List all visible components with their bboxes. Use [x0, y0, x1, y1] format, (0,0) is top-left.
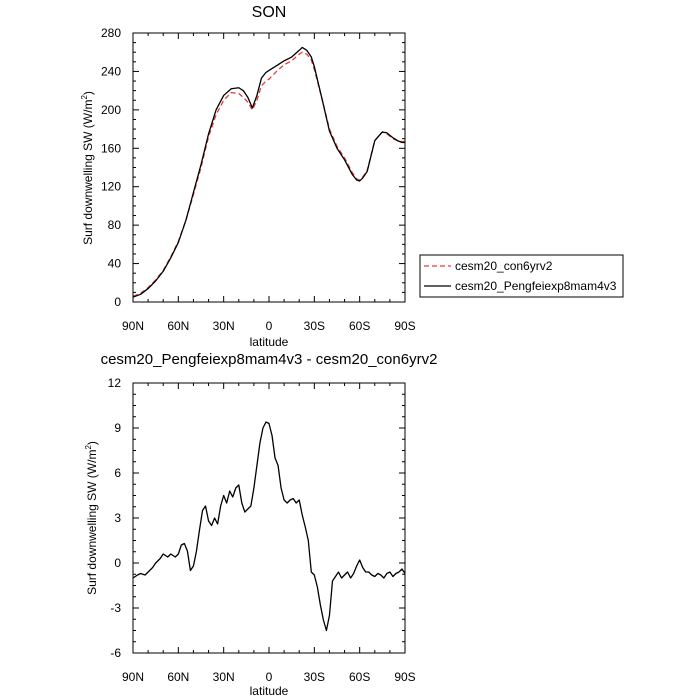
bottom-y-tick-label: -6: [110, 646, 121, 660]
top-x-tick-label: 90S: [394, 319, 415, 333]
top-y-tick-label: 200: [101, 103, 121, 117]
top-chart-xlabel: latitude: [250, 335, 289, 349]
bottom-x-tick-label: 90N: [122, 670, 144, 684]
top-plot-frame: [132, 32, 406, 303]
top-x-tick-label: 90N: [122, 319, 144, 333]
top-chart-title: SON: [252, 4, 287, 21]
bottom-chart-title: cesm20_Pengfeiexp8mam4v3 - cesm20_con6yr…: [101, 351, 438, 368]
top-series-line-0: [132, 51, 405, 297]
top-x-tick-label: 60N: [167, 319, 189, 333]
bottom-y-tick-label: -3: [110, 601, 121, 615]
legend-label-con6yrv2: cesm20_con6yrv2: [455, 259, 553, 273]
top-x-tick-label: 30N: [213, 319, 235, 333]
bottom-y-tick-label: 12: [108, 376, 122, 390]
top-series-line-1: [132, 46, 405, 298]
top-y-tick-label: 240: [101, 64, 121, 78]
bottom-y-tick-label: 9: [114, 421, 121, 435]
bottom-chart-ylabel: Surf downwelling SW (W/m2): [84, 441, 99, 595]
bottom-y-tick-label: 3: [114, 511, 121, 525]
bottom-x-tick-label: 30S: [304, 670, 325, 684]
bottom-chart-xlabel: latitude: [250, 684, 289, 698]
bottom-series-line-0: [132, 421, 406, 632]
top-chart-legend: cesm20_con6yrv2 cesm20_Pengfeiexp8mam4v3: [419, 254, 624, 298]
top-x-tick-label: 0: [266, 319, 273, 333]
top-y-tick-label: 120: [101, 180, 121, 194]
top-y-tick-label: 80: [108, 218, 122, 232]
bottom-y-tick-label: 6: [114, 466, 121, 480]
bottom-y-tick-label: 0: [114, 556, 121, 570]
bottom-x-tick-label: 0: [266, 670, 273, 684]
legend-box: [419, 254, 624, 298]
top-y-tick-label: 280: [101, 26, 121, 40]
top-y-tick-label: 40: [108, 257, 122, 271]
top-x-tick-label: 30S: [304, 319, 325, 333]
top-y-tick-label: 0: [114, 295, 121, 309]
bottom-x-tick-label: 60S: [349, 670, 370, 684]
bottom-x-tick-label: 90S: [394, 670, 415, 684]
top-y-tick-label: 160: [101, 141, 121, 155]
legend-label-pengfei: cesm20_Pengfeiexp8mam4v3: [455, 279, 617, 293]
top-x-tick-label: 60S: [349, 319, 370, 333]
bottom-x-tick-label: 60N: [167, 670, 189, 684]
top-chart-ylabel: Surf downwelling SW (W/m2): [80, 91, 95, 245]
bottom-x-tick-label: 30N: [213, 670, 235, 684]
